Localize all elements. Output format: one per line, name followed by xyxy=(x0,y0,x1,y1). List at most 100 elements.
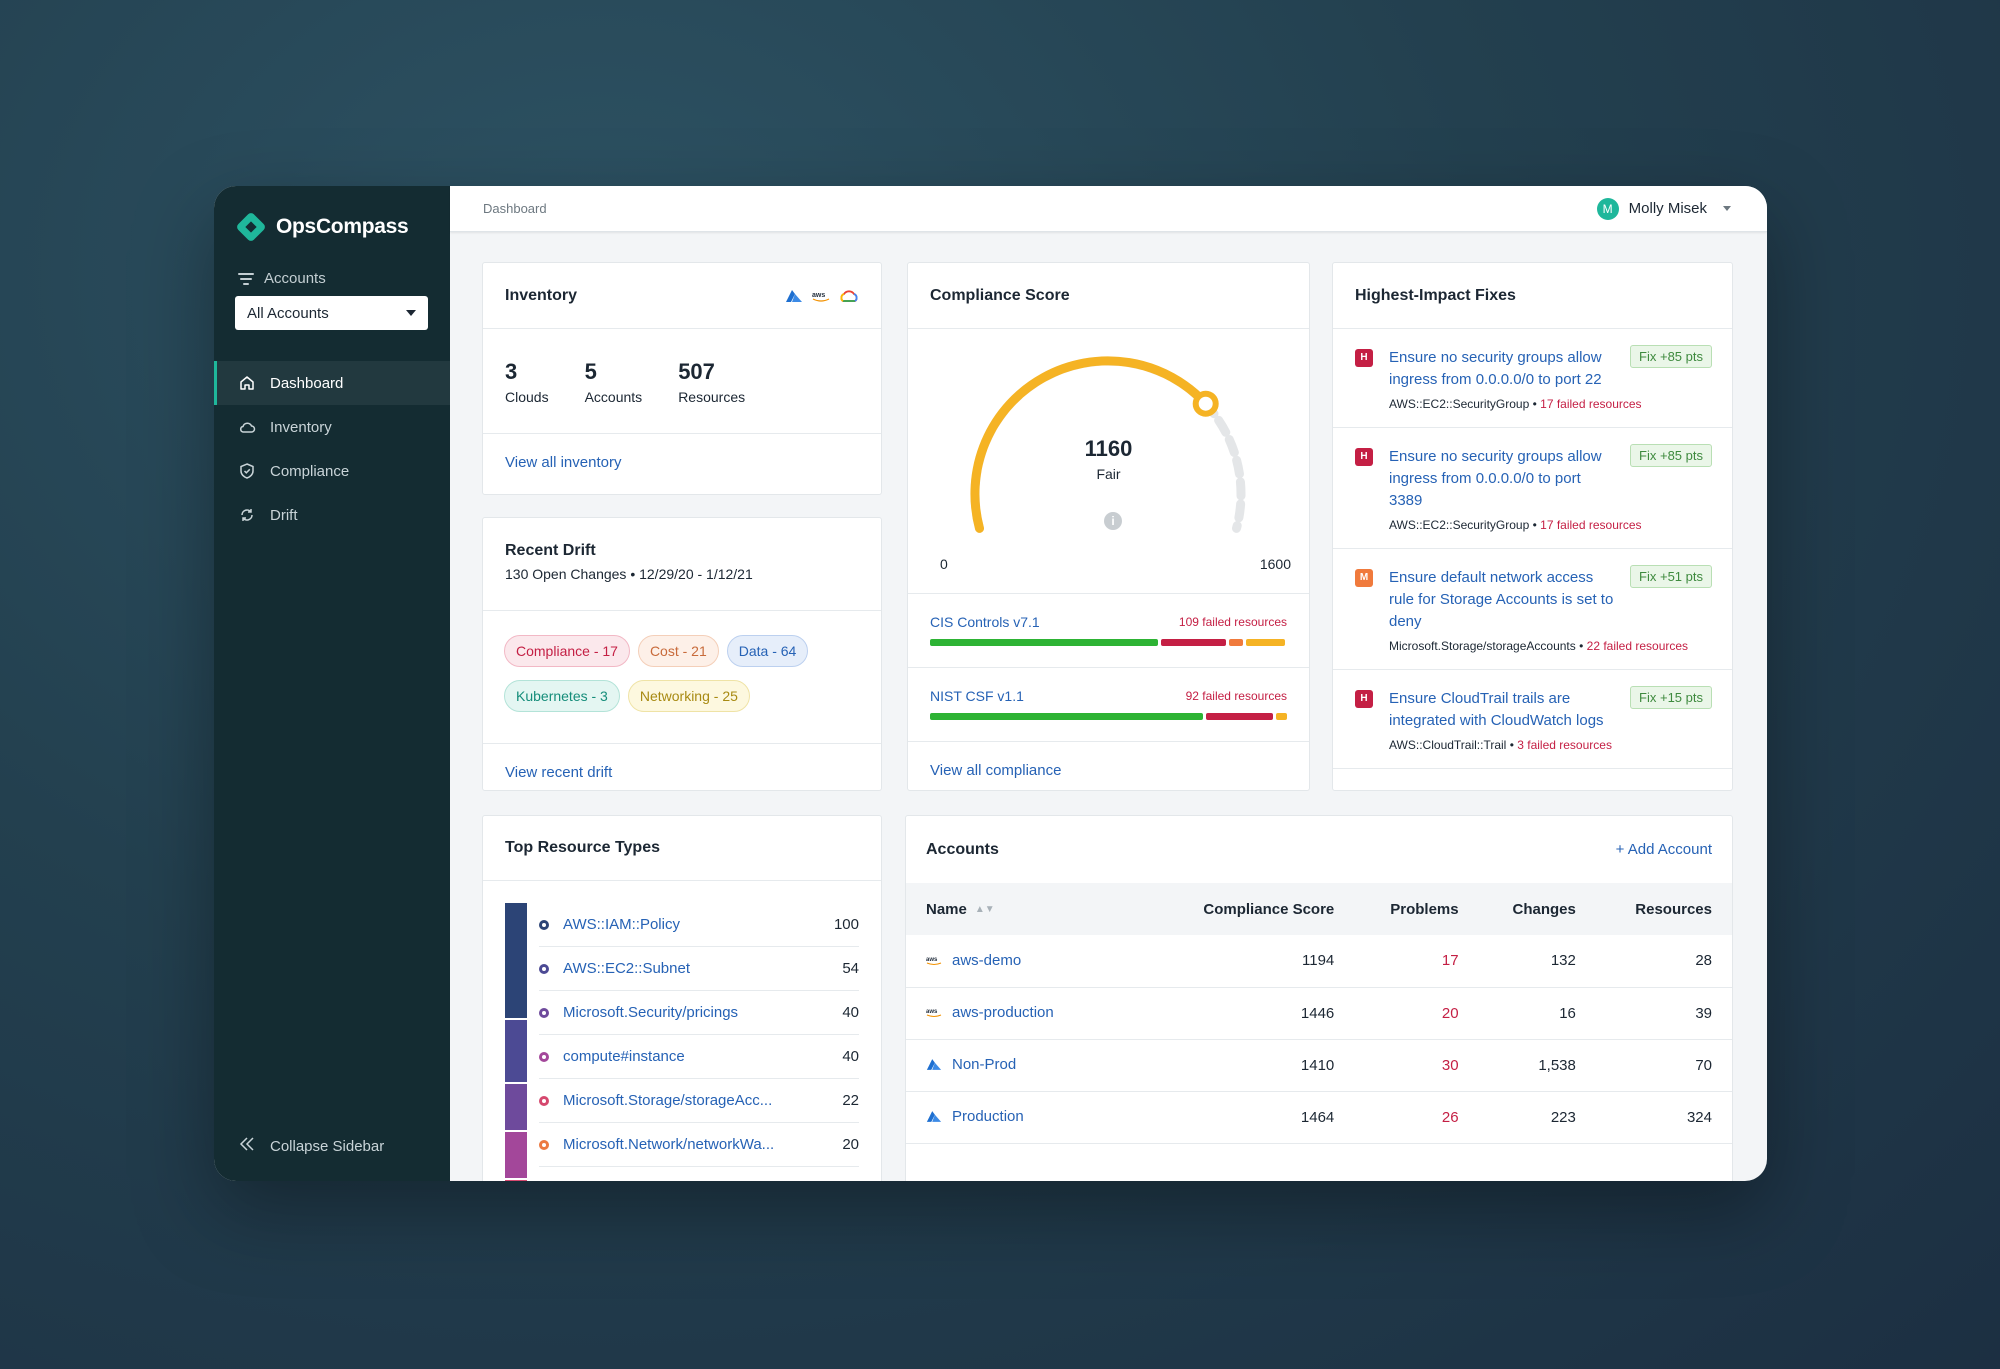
column-header-name[interactable]: Name ▲▼ xyxy=(906,883,1142,935)
table-row[interactable]: Non-Prod 1410 30 1,538 70 xyxy=(906,1039,1732,1092)
view-all-compliance-link[interactable]: View all compliance xyxy=(930,762,1062,779)
sidebar-item-label: Compliance xyxy=(270,462,350,480)
compliance-gauge: 1160 Fair i 0 1600 xyxy=(908,329,1309,594)
account-name-link[interactable]: aws aws-production xyxy=(926,1004,1054,1021)
resource-type-count: 100 xyxy=(833,916,859,933)
account-select[interactable]: All Accounts xyxy=(235,296,428,330)
breadcrumb[interactable]: Dashboard xyxy=(483,201,547,216)
drift-category-pill[interactable]: Kubernetes - 3 xyxy=(504,680,620,712)
framework-failed-count: 92 failed resources xyxy=(1185,689,1287,703)
highest-impact-fixes-card: Highest-Impact Fixes H Ensure no security… xyxy=(1332,262,1733,791)
fix-item[interactable]: H Ensure CloudTrail trails are integrated… xyxy=(1333,670,1732,769)
fix-meta: AWS::EC2::SecurityGroup • 17 failed reso… xyxy=(1389,518,1642,532)
sidebar-item-dashboard[interactable]: Dashboard xyxy=(214,361,450,405)
column-header-resources[interactable]: Resources xyxy=(1595,883,1732,935)
column-header-changes[interactable]: Changes xyxy=(1478,883,1596,935)
svg-text:aws: aws xyxy=(926,957,938,963)
accounts-table-body: aws aws-demo 1194 17 132 28 aws aws-production 1… xyxy=(906,935,1732,1144)
view-all-inventory-link[interactable]: View all inventory xyxy=(505,454,622,471)
resource-type-count: 40 xyxy=(842,1004,859,1021)
resource-type-name[interactable]: Microsoft.Security/pricings xyxy=(563,1004,739,1021)
opscompass-logo-icon xyxy=(236,212,266,242)
drift-category-pill[interactable]: Cost - 21 xyxy=(637,635,719,667)
resource-type-name[interactable]: Microsoft.Network/networkWa... xyxy=(563,1136,775,1153)
resource-type-name[interactable]: Microsoft.Storage/storageAcc... xyxy=(563,1092,773,1109)
sidebar-nav: Dashboard Inventory Compliance Drift xyxy=(214,361,450,537)
stat-label: Clouds xyxy=(505,389,549,405)
resource-type-row[interactable]: AWS::IAM::Policy 100 xyxy=(539,903,859,947)
stacked-bar-segment xyxy=(505,1131,527,1178)
resource-type-name[interactable]: AWS::EC2::Subnet xyxy=(563,960,691,977)
account-name-link[interactable]: Production xyxy=(926,1108,1024,1125)
table-row[interactable]: aws aws-demo 1194 17 132 28 xyxy=(906,935,1732,988)
cloud-provider-icons: aws xyxy=(785,289,859,303)
drift-pills: Compliance - 17 Cost - 21 Data - 64 Kuberne… xyxy=(483,611,881,744)
app-name: OpsCompass xyxy=(276,215,409,238)
aws-icon: aws xyxy=(926,957,942,965)
fix-title-link[interactable]: Ensure default network access rule for S… xyxy=(1389,569,1614,630)
column-header-problems[interactable]: Problems xyxy=(1354,883,1479,935)
view-recent-drift-link[interactable]: View recent drift xyxy=(505,764,613,781)
resource-type-name[interactable]: AWS::IAM::Policy xyxy=(563,916,680,933)
drift-header: Recent Drift 130 Open Changes • 12/29/20… xyxy=(483,518,881,611)
fix-item[interactable]: H Ensure no security groups allow ingress… xyxy=(1333,428,1732,549)
resource-types-list: AWS::IAM::Policy 100 AWS::EC2::Subnet 54 Mic… xyxy=(505,903,859,1167)
stat-value: 5 xyxy=(584,359,597,384)
fix-title-link[interactable]: Ensure CloudTrail trails are integrated … xyxy=(1389,690,1604,729)
stat-accounts: 5 Accounts xyxy=(585,359,643,433)
resource-type-row[interactable]: Microsoft.Security/pricings 40 xyxy=(539,991,859,1035)
framework-cis[interactable]: CIS Controls v7.1 109 failed resources xyxy=(908,594,1309,668)
user-menu[interactable]: M Molly Misek xyxy=(1596,197,1731,220)
resource-type-row[interactable]: Microsoft.Network/networkWa... 20 xyxy=(539,1123,859,1167)
resource-type-row[interactable]: compute#instance 40 xyxy=(539,1035,859,1079)
table-row[interactable]: aws aws-production 1446 20 16 39 xyxy=(906,987,1732,1040)
compliance-score-cell: 1464 xyxy=(1141,1091,1355,1144)
changes-cell: 1,538 xyxy=(1478,1039,1596,1092)
series-dot-icon xyxy=(539,1139,549,1150)
compliance-score-card: Compliance Score 1160 Fair i 0 1600 CIS … xyxy=(907,262,1310,791)
sidebar-item-drift[interactable]: Drift xyxy=(214,493,450,537)
sidebar-item-compliance[interactable]: Compliance xyxy=(214,449,450,493)
collapse-sidebar-button[interactable]: Collapse Sidebar xyxy=(238,1135,384,1157)
main-content: Dashboard M Molly Misek Inventory aws 3 xyxy=(450,186,1767,1181)
account-name-link[interactable]: Non-Prod xyxy=(926,1056,1016,1073)
bar-segment xyxy=(1245,639,1286,646)
fix-item[interactable]: M Ensure default network access rule for … xyxy=(1333,549,1732,670)
gauge-knob[interactable] xyxy=(1192,390,1219,417)
sidebar-item-inventory[interactable]: Inventory xyxy=(214,405,450,449)
framework-nist[interactable]: NIST CSF v1.1 92 failed resources xyxy=(908,668,1309,742)
account-name-link[interactable]: aws aws-demo xyxy=(926,952,1021,969)
stat-value: 3 xyxy=(505,359,518,384)
fix-title-link[interactable]: Ensure no security groups allow ingress … xyxy=(1389,448,1602,509)
problems-cell: 20 xyxy=(1354,987,1479,1040)
gauge-max-label: 1600 xyxy=(1259,556,1291,572)
fix-title-link[interactable]: Ensure no security groups allow ingress … xyxy=(1389,349,1602,388)
bar-segment xyxy=(1161,639,1226,646)
drift-category-pill[interactable]: Compliance - 17 xyxy=(504,635,630,667)
account-name-cell: Production xyxy=(906,1091,1142,1144)
inventory-title: Inventory xyxy=(505,286,578,304)
column-header-compliance-score[interactable]: Compliance Score xyxy=(1141,883,1355,935)
inventory-card-header: Inventory aws xyxy=(483,263,881,329)
resource-type-row[interactable]: AWS::EC2::Subnet 54 xyxy=(539,947,859,991)
framework-name[interactable]: NIST CSF v1.1 xyxy=(930,688,1024,704)
compliance-score-rating: Fair xyxy=(1096,466,1121,482)
recent-drift-card: Recent Drift 130 Open Changes • 12/29/20… xyxy=(482,517,882,791)
drift-category-pill[interactable]: Networking - 25 xyxy=(627,680,750,712)
resource-types-title: Top Resource Types xyxy=(505,839,660,856)
logo[interactable]: OpsCompass xyxy=(236,212,409,242)
resource-type-row[interactable]: Microsoft.Storage/storageAcc... 22 xyxy=(539,1079,859,1123)
fix-points-badge: Fix +85 pts xyxy=(1630,444,1712,467)
fix-failed-count: 22 failed resources xyxy=(1586,639,1689,653)
inventory-stats: 3 Clouds 5 Accounts 507 Resources xyxy=(483,329,881,434)
fix-item[interactable]: H Ensure no security groups allow ingress… xyxy=(1333,329,1732,428)
sort-icon[interactable]: ▲▼ xyxy=(974,904,995,916)
info-icon[interactable]: i xyxy=(1104,512,1122,530)
add-account-button[interactable]: + Add Account xyxy=(1615,841,1712,858)
drift-category-pill[interactable]: Data - 64 xyxy=(726,635,809,667)
account-select-value: All Accounts xyxy=(247,304,329,322)
series-dot-icon xyxy=(539,1051,549,1062)
table-row[interactable]: Production 1464 26 223 324 xyxy=(906,1091,1732,1144)
framework-name[interactable]: CIS Controls v7.1 xyxy=(930,614,1040,630)
resource-type-name[interactable]: compute#instance xyxy=(563,1048,685,1065)
